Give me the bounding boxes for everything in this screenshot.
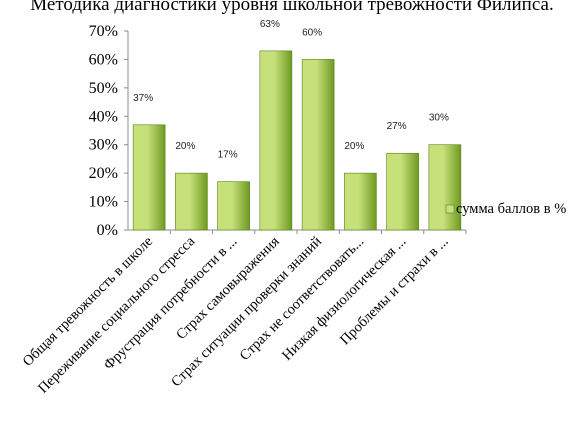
data-label: 20% <box>344 141 364 152</box>
chart-title: Методика диагностики уровня школьной тре… <box>30 0 554 15</box>
y-tick-label: 30% <box>89 137 118 154</box>
y-tick-label: 0% <box>97 222 118 239</box>
y-tick-label: 70% <box>89 23 118 40</box>
data-label: 20% <box>175 141 195 152</box>
legend-swatch <box>445 204 455 214</box>
data-label: 60% <box>302 27 322 38</box>
data-label: 27% <box>387 121 407 132</box>
axes: 0% 10% 20% 30% 40% 50% 60% 70% <box>89 23 466 239</box>
y-tick-label: 40% <box>89 108 118 125</box>
bar <box>259 50 293 231</box>
y-tick-label: 10% <box>89 194 118 211</box>
bar <box>175 172 208 231</box>
data-label: 37% <box>133 93 153 104</box>
y-tick-label: 20% <box>89 165 118 182</box>
legend-label: сумма баллов в % <box>456 201 566 217</box>
bar <box>386 152 419 231</box>
legend: сумма баллов в % <box>445 201 566 217</box>
bar <box>344 172 377 231</box>
bars <box>132 50 467 234</box>
data-label: 30% <box>429 113 449 124</box>
data-label: 17% <box>218 150 238 161</box>
data-label: 63% <box>260 19 280 30</box>
y-tick-label: 60% <box>89 51 118 68</box>
data-labels: 37% 20% 17% 63% 60% 20% 27% 30% <box>133 19 449 161</box>
bar <box>132 124 166 231</box>
y-tick-label: 50% <box>89 80 118 97</box>
bar <box>301 59 335 231</box>
bar <box>217 181 250 231</box>
bar <box>428 144 462 231</box>
